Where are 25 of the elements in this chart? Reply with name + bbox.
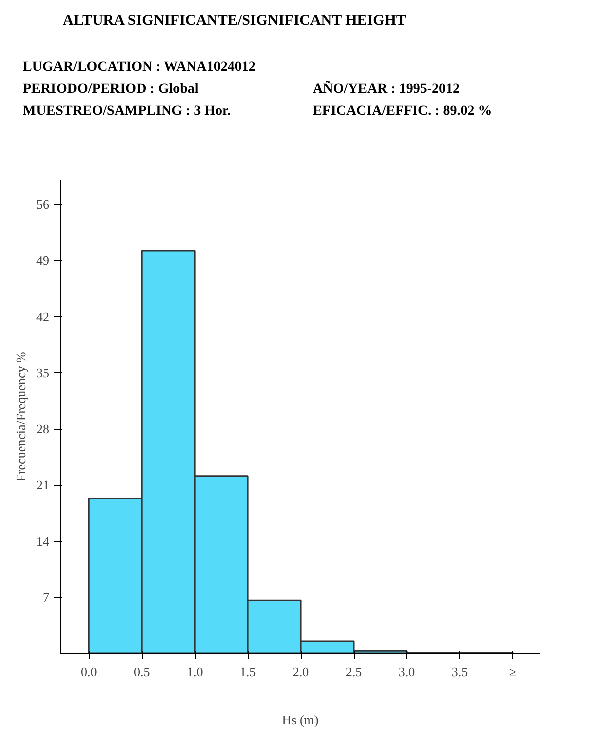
y-tick-label: 14 [36, 534, 50, 549]
y-tick-label: 56 [36, 197, 50, 212]
y-tick-label: 49 [36, 253, 50, 268]
text: AÑO/YEAR : 1995-2012 [313, 80, 461, 100]
text: EFICACIA/EFFIC. : 89.02 % [313, 103, 494, 122]
y-axis-title: Frecuencia/Frequency % [14, 352, 28, 482]
x-tick-label: 1.5 [240, 664, 256, 680]
text: LUGAR/LOCATION : WANA1024012 [23, 59, 257, 78]
y-tick-label: 42 [36, 309, 50, 324]
y-tick-label: 28 [36, 422, 50, 437]
x-tick-label: 0.5 [134, 664, 150, 680]
x-axis-title: Hs (m) [282, 712, 319, 728]
text: PERIODO/PERIOD : Global [23, 81, 200, 100]
y-tick-label: 21 [36, 478, 50, 493]
text: MUESTREO/SAMPLING : 3 Hor. [23, 103, 232, 122]
x-tick-label: 3.5 [452, 664, 468, 680]
x-tick-label: 0.0 [80, 664, 98, 680]
chart-title: ALTURA SIGNIFICANTE/SIGNIFICANT HEIGHT [62, 12, 408, 31]
y-tick-label: 35 [36, 365, 50, 380]
x-tick-label: ≥ [509, 664, 517, 680]
y-tick-label: 7 [43, 590, 50, 605]
x-tick-label: 2.0 [292, 664, 310, 680]
x-tick-label: 3.0 [398, 664, 416, 680]
x-tick-label: 1.0 [186, 664, 204, 680]
x-tick-label: 2.5 [346, 664, 362, 680]
